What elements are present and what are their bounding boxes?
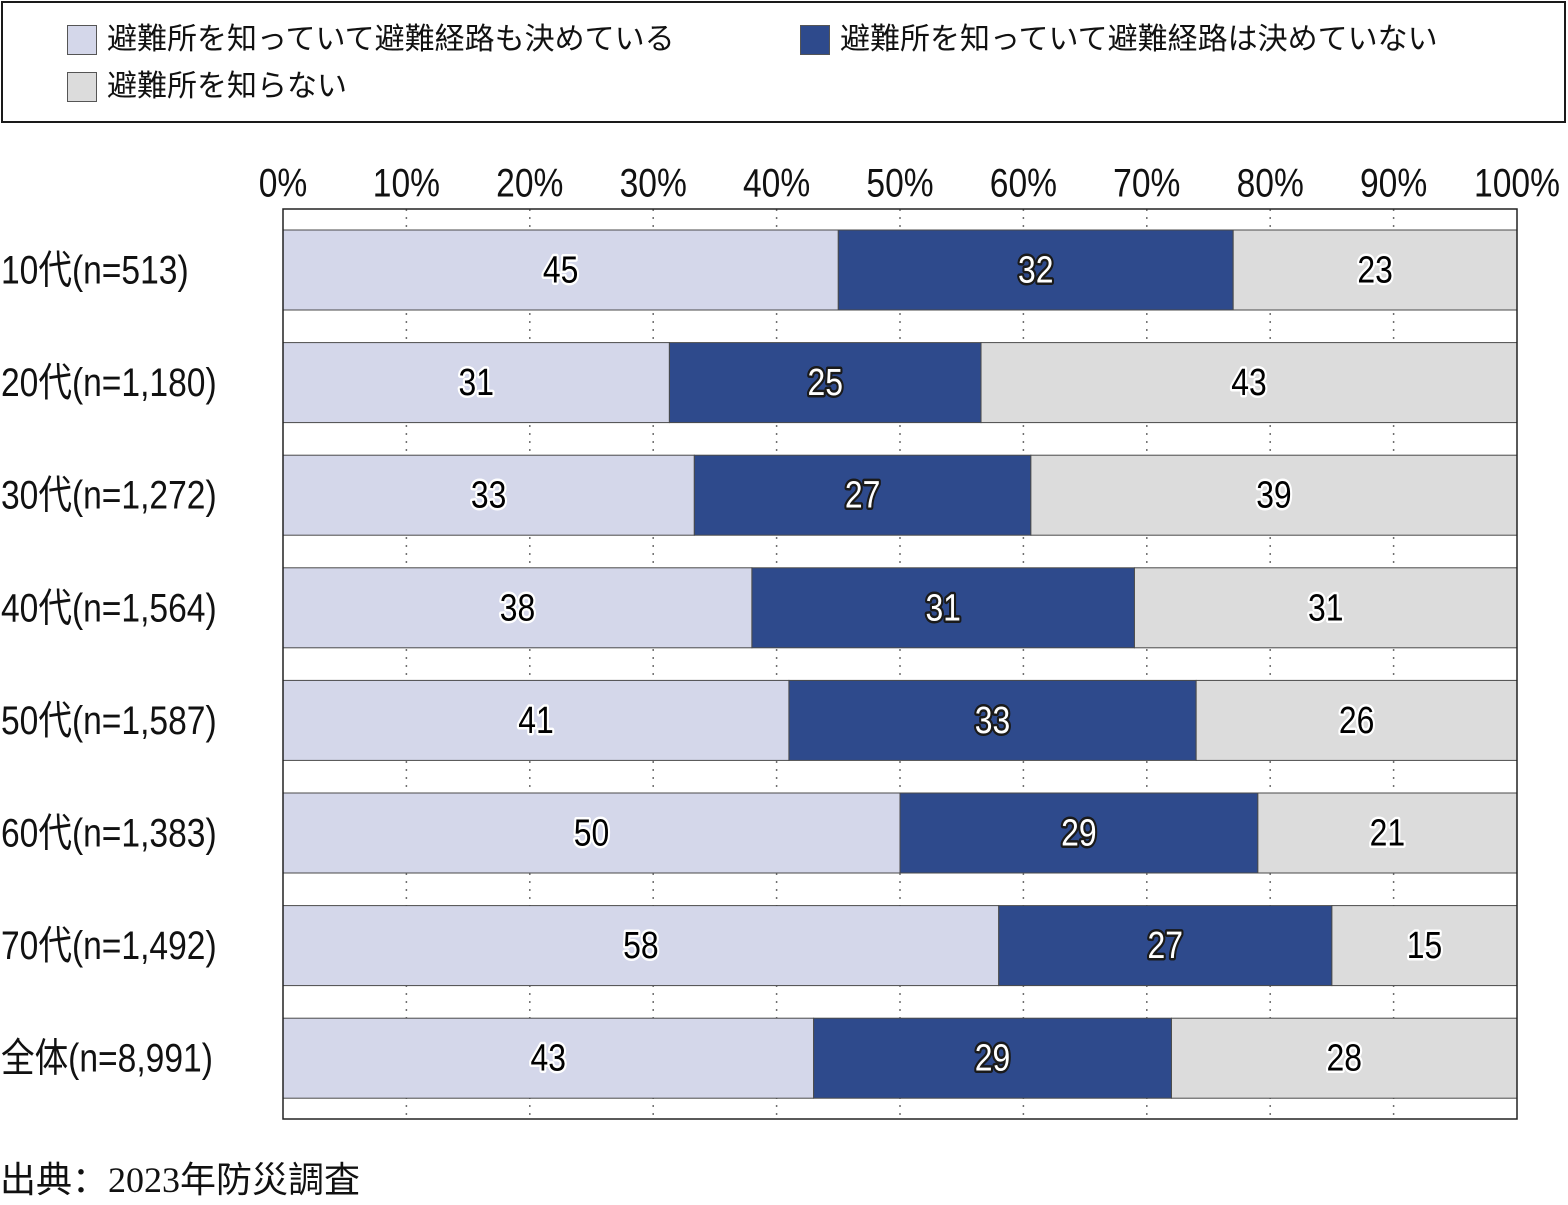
data-label: 25: [807, 361, 843, 403]
category-label: 40代(n=1,564): [1, 586, 217, 630]
data-label: 28: [1326, 1037, 1362, 1079]
category-label: 10代(n=513): [1, 248, 189, 292]
data-label: 38: [500, 587, 536, 629]
category-label: 60代(n=1,383): [1, 811, 217, 855]
legend-item-known-route-undecided: 避難所を知っていて避難経路は決めていない: [800, 25, 1438, 55]
data-label: 43: [531, 1037, 567, 1079]
category-label: 30代(n=1,272): [1, 473, 217, 517]
bar-segment: [1232, 229, 1518, 311]
data-labels: 45 32 23 31 25 43 33 27 39 38 31 31 41 33 26 50 29 21 58 27…: [456, 247, 1444, 1082]
bar-segment: [980, 342, 1518, 424]
data-label: 26: [1339, 699, 1375, 741]
category-label: 全体(n=8,991): [1, 1036, 213, 1080]
category-label: 70代(n=1,492): [1, 923, 217, 967]
bar-segment: [282, 567, 753, 649]
bar-segment: [788, 679, 1197, 761]
bar-segment: [998, 905, 1333, 987]
data-label: 27: [1148, 924, 1184, 966]
data-label: 50: [574, 812, 610, 854]
data-label: 15: [1407, 924, 1443, 966]
data-label: 32: [1018, 249, 1054, 291]
bar-segment: [1170, 1017, 1518, 1099]
x-tick-label: 100%: [1474, 161, 1560, 205]
legend-label: 避難所を知っていて避難経路も決めている: [107, 22, 675, 57]
bar-segment: [1030, 454, 1518, 536]
bar-segment: [899, 792, 1259, 874]
data-label: 45: [543, 249, 579, 291]
x-tick-label: 30%: [620, 161, 687, 205]
bar-segment: [282, 679, 790, 761]
data-label: 58: [623, 924, 659, 966]
legend-swatch: [800, 25, 830, 55]
x-tick-label: 20%: [496, 161, 563, 205]
bar-segment: [837, 229, 1234, 311]
data-label: 29: [975, 1037, 1011, 1079]
bar-segment: [693, 454, 1032, 536]
bar-segment: [1257, 792, 1518, 874]
x-tick-label: 90%: [1360, 161, 1427, 205]
data-label: 29: [1061, 812, 1097, 854]
legend-item-known-route-decided: 避難所を知っていて避難経路も決めている: [67, 25, 675, 55]
bar-segment: [813, 1017, 1172, 1099]
y-axis-category-labels: 10代(n=513) 20代(n=1,180) 30代(n=1,272) 40代(n=…: [1, 248, 217, 1081]
bar-segment: [1133, 567, 1518, 649]
data-label: 27: [845, 474, 881, 516]
legend: 避難所を知っていて避難経路も決めている 避難所を知っていて避難経路は決めていない…: [1, 1, 1566, 123]
data-label: 33: [471, 474, 507, 516]
x-tick-label: 70%: [1113, 161, 1180, 205]
bar-segment: [1195, 679, 1518, 761]
data-label: 43: [1231, 361, 1267, 403]
bar-segment: [282, 229, 839, 311]
x-tick-label: 40%: [743, 161, 810, 205]
data-label: 31: [1308, 587, 1344, 629]
bar-segment: [668, 342, 982, 424]
data-label: 33: [975, 699, 1011, 741]
bars: [282, 229, 1518, 1099]
category-label: 50代(n=1,587): [1, 698, 217, 742]
legend-swatch: [67, 72, 97, 102]
data-label: 31: [458, 361, 494, 403]
data-label: 21: [1370, 812, 1406, 854]
plot-area-frame: [282, 208, 1518, 1120]
bar-segment: [751, 567, 1135, 649]
x-tick-label: 0%: [259, 161, 308, 205]
bar-segment: [1331, 905, 1518, 987]
bar-segment: [282, 792, 901, 874]
source-note: 出典：2023年防災調査: [0, 1160, 361, 1200]
x-axis-tick-labels: 0% 10% 20% 30% 40% 50% 60% 70% 80% 90% 100%: [259, 161, 1560, 205]
x-tick-label: 10%: [373, 161, 440, 205]
data-label: 31: [925, 587, 961, 629]
data-label: 39: [1256, 474, 1292, 516]
bar-segment: [282, 342, 670, 424]
x-tick-label: 80%: [1237, 161, 1304, 205]
legend-label: 避難所を知っていて避難経路は決めていない: [840, 22, 1438, 57]
category-label: 20代(n=1,180): [1, 360, 217, 404]
data-label: 41: [518, 699, 554, 741]
legend-swatch: [67, 25, 97, 55]
legend-item-unknown: 避難所を知らない: [67, 72, 347, 102]
data-label: 23: [1357, 249, 1393, 291]
x-tick-label: 50%: [866, 161, 933, 205]
x-tick-label: 60%: [990, 161, 1057, 205]
bar-segment: [282, 454, 695, 536]
bar-segment: [282, 1017, 815, 1099]
legend-label: 避難所を知らない: [107, 69, 347, 104]
bar-segment: [282, 905, 1000, 987]
